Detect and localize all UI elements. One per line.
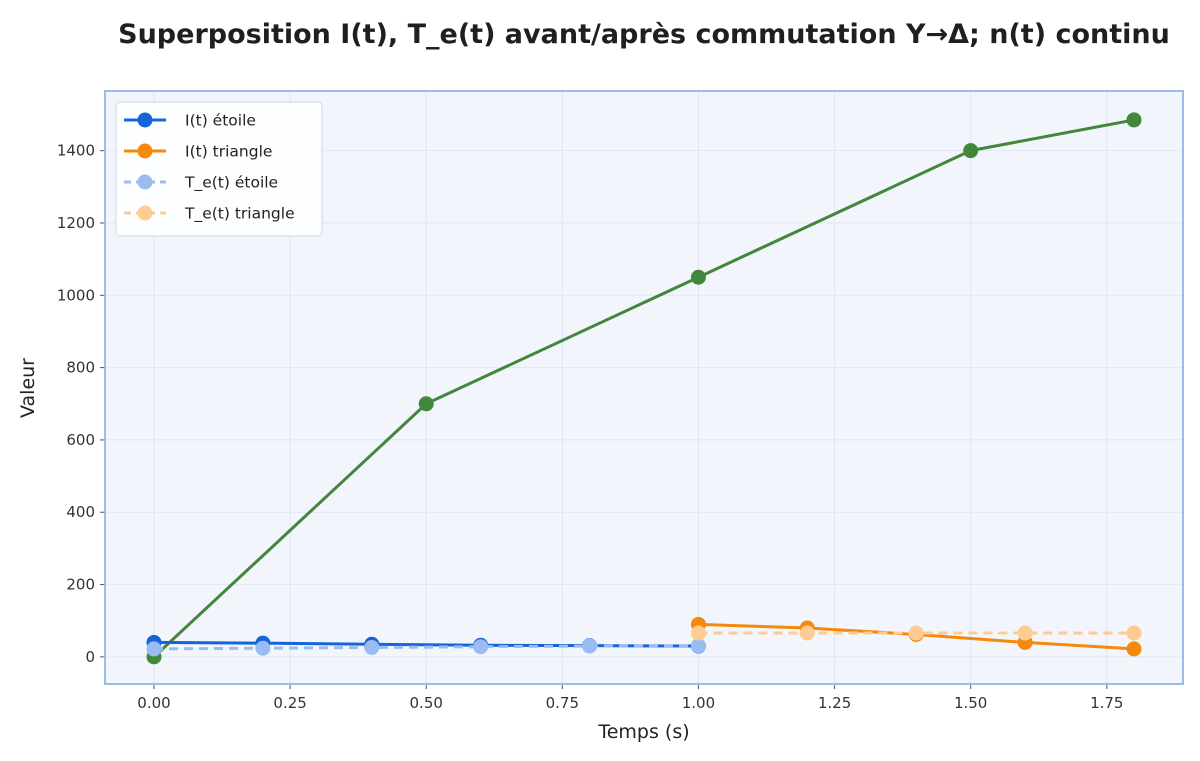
y-tick-label: 0	[85, 648, 95, 666]
series-layer	[146, 112, 1142, 665]
data-point	[255, 640, 271, 656]
legend-marker	[137, 205, 153, 221]
legend-label: T_e(t) triangle	[184, 205, 295, 224]
y-tick-label: 600	[66, 431, 95, 449]
series-3	[690, 625, 1142, 641]
legend-label: I(t) triangle	[185, 143, 272, 161]
data-point	[1126, 641, 1142, 657]
data-point	[690, 625, 706, 641]
grid	[105, 91, 1183, 684]
y-tick-label: 1000	[57, 286, 95, 304]
legend: I(t) étoile I(t) triangle T_e(t) étoile T_e…	[115, 101, 323, 237]
data-point	[690, 269, 706, 285]
x-tick-label: 1.00	[682, 694, 715, 712]
data-point	[146, 641, 162, 657]
y-tick-label: 1200	[57, 214, 95, 232]
x-tick-label: 0.50	[410, 694, 443, 712]
chart-title: Superposition I(t), T_e(t) avant/après c…	[118, 19, 1170, 50]
y-axis-label: Valeur	[17, 358, 39, 418]
legend-item: T_e(t) étoile	[124, 174, 278, 193]
data-point	[473, 639, 489, 655]
legend-marker	[137, 143, 153, 159]
data-point	[963, 143, 979, 159]
legend-marker	[137, 112, 153, 128]
x-tick-label: 1.75	[1090, 694, 1123, 712]
legend-item: T_e(t) triangle	[124, 205, 295, 224]
x-axis-label: Temps (s)	[597, 721, 689, 743]
legend-marker	[137, 174, 153, 190]
data-point	[1126, 112, 1142, 128]
x-tick-label: 1.25	[818, 694, 851, 712]
y-tick-label: 800	[66, 359, 95, 377]
x-tick-label: 1.50	[954, 694, 987, 712]
legend-item: I(t) triangle	[124, 143, 272, 161]
axis-ticks: 0.00 0.25 0.50 0.75 1.00 1.25 1.50 1.75 0 200 400 6…	[57, 142, 1124, 712]
legend-box	[115, 101, 323, 237]
series-2	[146, 638, 706, 657]
plot-border	[104, 90, 1184, 685]
legend-item: I(t) étoile	[124, 112, 256, 130]
x-tick-label: 0.25	[273, 694, 306, 712]
data-point	[690, 638, 706, 654]
data-point	[1017, 625, 1033, 641]
y-tick-label: 400	[66, 503, 95, 521]
x-tick-label: 0.75	[546, 694, 579, 712]
data-point	[1126, 625, 1142, 641]
legend-label: I(t) étoile	[185, 112, 256, 130]
data-point	[908, 625, 924, 641]
x-tick-label: 0.00	[137, 694, 170, 712]
data-point	[418, 396, 434, 412]
series-line	[153, 644, 699, 651]
data-point	[364, 639, 380, 655]
data-point	[582, 638, 598, 654]
y-tick-label: 1400	[57, 142, 95, 160]
y-tick-label: 200	[66, 576, 95, 594]
data-point	[799, 625, 815, 641]
legend-label: T_e(t) étoile	[184, 174, 278, 193]
